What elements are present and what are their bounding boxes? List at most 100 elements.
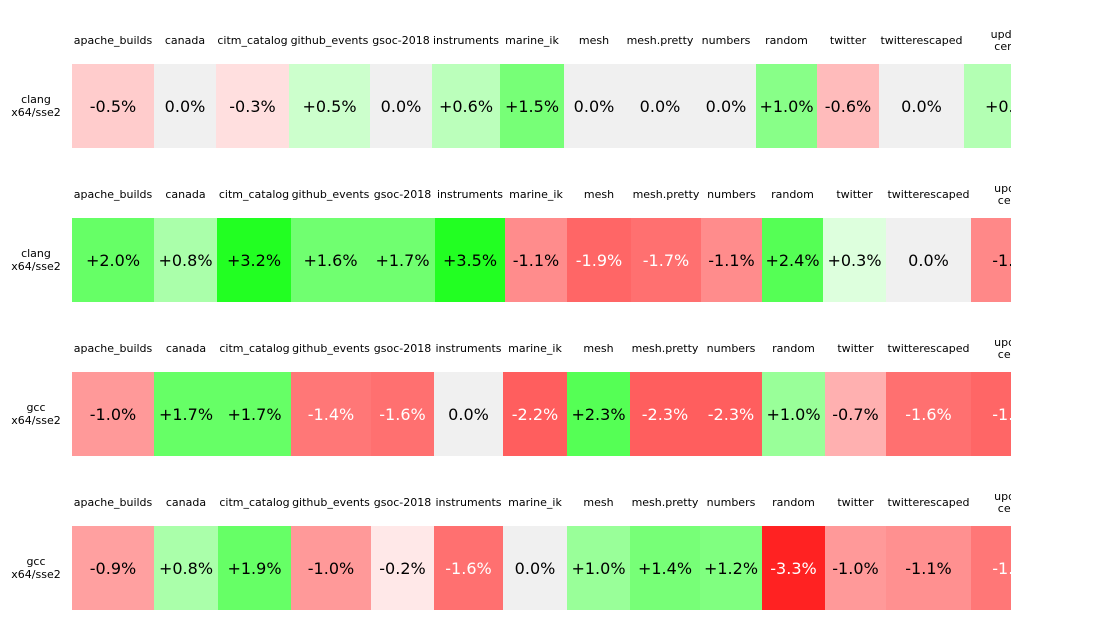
heat-cell: +0.7% bbox=[964, 64, 1011, 148]
row-label: gcc x64/sse2 bbox=[11, 555, 61, 581]
heat-cell: -1.0% bbox=[72, 372, 154, 456]
heat-cell: -1.9% bbox=[567, 218, 631, 302]
column-header: mesh.pretty bbox=[626, 34, 694, 47]
column-header: mesh bbox=[583, 342, 614, 355]
heat-cell: -1.2% bbox=[971, 218, 1011, 302]
heat-cell: +1.0% bbox=[756, 64, 817, 148]
column-header: marine_ik bbox=[508, 496, 562, 509]
column-header: twitterescaped bbox=[887, 342, 970, 355]
heat-cell: -1.0% bbox=[291, 526, 371, 610]
heat-cell: +1.6% bbox=[291, 218, 370, 302]
heat-cell: 0.0% bbox=[879, 64, 964, 148]
column-header: twitterescaped bbox=[887, 496, 970, 509]
column-header: update- center bbox=[994, 336, 1011, 361]
column-header: random bbox=[772, 342, 815, 355]
row-label: gcc x64/sse2 bbox=[11, 401, 61, 427]
column-header: twitter bbox=[837, 342, 874, 355]
column-header: update- center bbox=[994, 490, 1011, 515]
heat-cell: -0.6% bbox=[817, 64, 879, 148]
heat-cell: -0.3% bbox=[216, 64, 289, 148]
column-header: mesh bbox=[583, 496, 614, 509]
heat-cell: +1.2% bbox=[700, 526, 762, 610]
column-header: mesh bbox=[578, 34, 610, 47]
column-header: twitterescaped bbox=[880, 34, 963, 47]
column-header: twitter bbox=[837, 496, 874, 509]
heat-cell: +0.5% bbox=[289, 64, 370, 148]
column-header: update- center bbox=[990, 28, 1011, 53]
column-header: github_events bbox=[291, 188, 370, 201]
column-header: numbers bbox=[706, 496, 756, 509]
column-header: marine_ik bbox=[505, 34, 559, 47]
column-header: random bbox=[772, 496, 815, 509]
column-header: apache_builds bbox=[73, 188, 153, 201]
column-header: twitter bbox=[829, 34, 867, 47]
column-header: numbers bbox=[701, 34, 751, 47]
heat-cell: +3.2% bbox=[217, 218, 291, 302]
heat-cell: +1.7% bbox=[154, 372, 218, 456]
column-header: mesh.pretty bbox=[631, 342, 699, 355]
heat-cell: -1.7% bbox=[631, 218, 701, 302]
column-header: github_events bbox=[292, 342, 370, 355]
heat-cell: +0.3% bbox=[823, 218, 886, 302]
heat-cell: -0.7% bbox=[825, 372, 886, 456]
column-header: apache_builds bbox=[73, 496, 153, 509]
heat-cell: 0.0% bbox=[696, 64, 756, 148]
column-header: canada bbox=[165, 496, 207, 509]
heat-cell: -1.1% bbox=[701, 218, 762, 302]
column-header: random bbox=[765, 34, 808, 47]
column-header: twitter bbox=[836, 188, 873, 201]
heat-cell: +2.4% bbox=[762, 218, 823, 302]
row-label: clang x64/sse2 bbox=[11, 247, 61, 273]
heat-cell: +3.5% bbox=[435, 218, 505, 302]
heat-cell: -0.5% bbox=[72, 64, 154, 148]
heat-cell: -1.1% bbox=[505, 218, 567, 302]
heat-cell: -0.9% bbox=[72, 526, 154, 610]
column-header: gsoc-2018 bbox=[373, 496, 432, 509]
heat-cell: -2.3% bbox=[700, 372, 762, 456]
column-header: mesh.pretty bbox=[631, 496, 699, 509]
heat-cell: +1.5% bbox=[500, 64, 564, 148]
column-header: numbers bbox=[707, 188, 756, 201]
column-header: citm_catalog bbox=[218, 188, 290, 201]
column-header: twitterescaped bbox=[887, 188, 970, 201]
heat-cell: -1.1% bbox=[886, 526, 971, 610]
heat-cell: +1.0% bbox=[762, 372, 825, 456]
heat-cell: -2.3% bbox=[630, 372, 700, 456]
column-header: canada bbox=[165, 342, 207, 355]
heat-cell: -1.9% bbox=[971, 372, 1011, 456]
heat-cell: +1.4% bbox=[630, 526, 700, 610]
heat-cell: -2.2% bbox=[503, 372, 567, 456]
column-header: mesh.pretty bbox=[632, 188, 700, 201]
grid-area: apache_builds -0.5% canada 0.0% citm_catalog… bbox=[72, 28, 1011, 610]
column-header: citm_catalog bbox=[217, 34, 288, 47]
heat-cell: -1.6% bbox=[371, 372, 434, 456]
heat-cell: +2.0% bbox=[72, 218, 154, 302]
heat-cell: -1.0% bbox=[825, 526, 886, 610]
heat-cell: +0.8% bbox=[154, 526, 218, 610]
heat-cell: +1.0% bbox=[567, 526, 630, 610]
column-header: random bbox=[771, 188, 814, 201]
column-header: github_events bbox=[290, 34, 369, 47]
column-header: apache_builds bbox=[73, 342, 153, 355]
heat-cell: -1.5% bbox=[971, 526, 1011, 610]
column-header: update- center bbox=[994, 182, 1011, 207]
heat-cell: -1.6% bbox=[434, 526, 503, 610]
column-header: apache_builds bbox=[73, 34, 153, 47]
heat-cell: +1.9% bbox=[218, 526, 291, 610]
column-header: citm_catalog bbox=[219, 496, 290, 509]
heat-cell: 0.0% bbox=[624, 64, 696, 148]
column-header: mesh bbox=[583, 188, 615, 201]
column-header: gsoc-2018 bbox=[373, 188, 432, 201]
column-header: marine_ik bbox=[508, 342, 562, 355]
column-header: gsoc-2018 bbox=[372, 34, 430, 47]
heat-cell: +0.6% bbox=[432, 64, 500, 148]
heat-cell: 0.0% bbox=[564, 64, 624, 148]
column-header: instruments bbox=[432, 34, 500, 47]
column-header: gsoc-2018 bbox=[373, 342, 432, 355]
column-header: instruments bbox=[435, 342, 502, 355]
heat-cell: +1.7% bbox=[218, 372, 291, 456]
column-header: citm_catalog bbox=[219, 342, 290, 355]
column-header: canada bbox=[165, 188, 206, 201]
heat-cell: -0.2% bbox=[371, 526, 434, 610]
